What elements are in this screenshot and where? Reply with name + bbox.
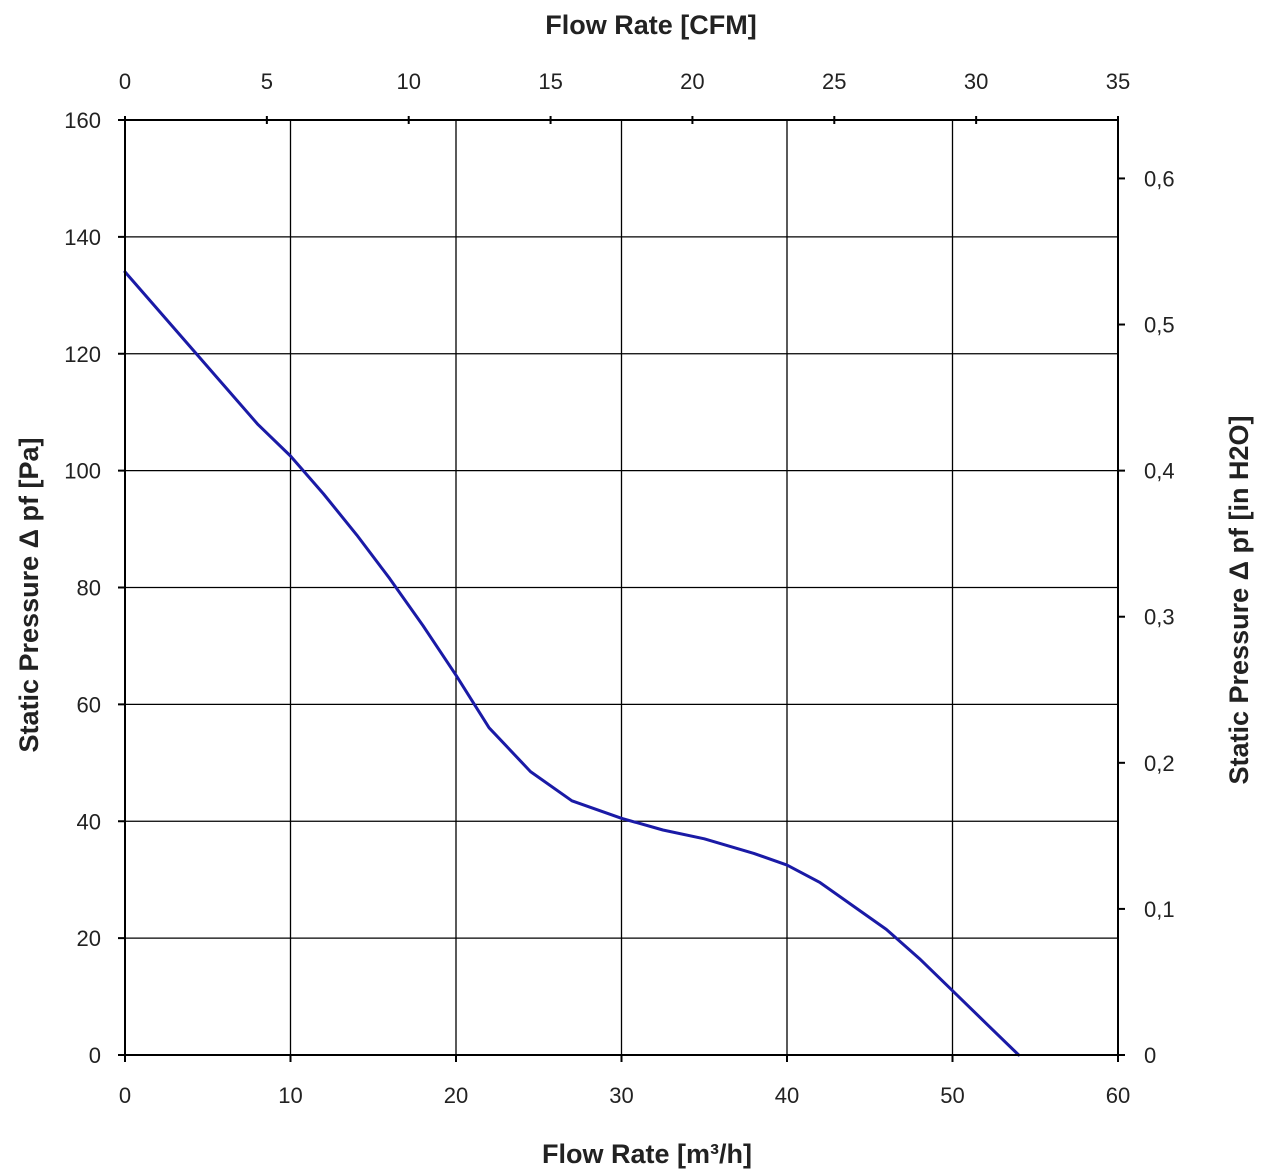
x-tick-label: 60 [1106,1083,1130,1108]
y-tick-label: 160 [64,108,101,133]
y-tick-label: 140 [64,225,101,250]
x-tick-label: 30 [609,1083,633,1108]
x2-tick-label: 25 [822,69,846,94]
x2-tick-label: 20 [680,69,704,94]
x2-axis-title: Flow Rate [CFM] [545,10,756,40]
y-tick-label: 100 [64,459,101,484]
x2-tick-label: 0 [119,69,131,94]
x2-tick-label: 15 [538,69,562,94]
grid-layer [125,120,1118,1055]
y2-tick-label: 0,6 [1144,166,1175,191]
y-tick-label: 60 [77,692,101,717]
pressure-curve [123,270,1021,1057]
x-axis-title: Flow Rate [m³/h] [542,1139,752,1169]
y-tick-label: 120 [64,342,101,367]
y2-tick-label: 0,3 [1144,605,1175,630]
x2-tick-label: 10 [396,69,420,94]
x-tick-label: 20 [444,1083,468,1108]
y-tick-label: 40 [77,809,101,834]
y2-axis-title: Static Pressure Δ pf [in H2O] [1224,416,1254,785]
y-tick-label: 20 [77,926,101,951]
plot-frame [124,119,1119,1056]
x-tick-label: 50 [940,1083,964,1108]
x-tick-label: 40 [775,1083,799,1108]
x-tick-label: 0 [119,1083,131,1108]
series-layer [123,270,1021,1057]
y2-tick-label: 0 [1144,1043,1156,1068]
y2-tick-label: 0,4 [1144,459,1175,484]
y2-tick-label: 0,5 [1144,313,1175,338]
x2-tick-label: 35 [1106,69,1130,94]
x-tick-label: 10 [278,1083,302,1108]
x2-tick-label: 5 [261,69,273,94]
tick-label-layer: 0 10 20 30 40 50 60 0 5 10 15 20 25 30 35 0 20 40 60 80 100 1… [64,69,1174,1108]
y2-tick-label: 0,1 [1144,897,1175,922]
y-tick-label: 0 [89,1043,101,1068]
y2-tick-label: 0,2 [1144,751,1175,776]
x2-tick-label: 30 [964,69,988,94]
y-axis-title: Static Pressure Δ pf [Pa] [14,437,44,752]
y-tick-label: 80 [77,576,101,601]
